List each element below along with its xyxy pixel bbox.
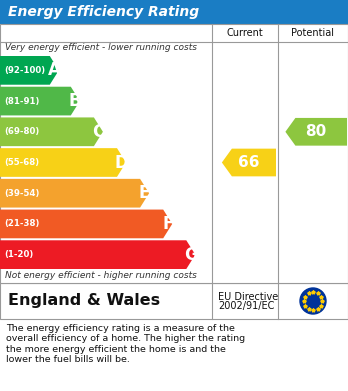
Bar — [0, 24, 348, 283]
Text: (69-80): (69-80) — [4, 127, 39, 136]
FancyArrow shape — [0, 117, 103, 146]
FancyArrow shape — [0, 179, 149, 208]
Text: (39-54): (39-54) — [4, 189, 39, 198]
Text: 80: 80 — [306, 124, 327, 139]
FancyArrow shape — [0, 240, 195, 269]
Text: B: B — [69, 92, 82, 110]
Text: (92-100): (92-100) — [4, 66, 45, 75]
Text: Very energy efficient - lower running costs: Very energy efficient - lower running co… — [5, 43, 197, 52]
Text: E: E — [139, 184, 150, 202]
Text: (21-38): (21-38) — [4, 219, 39, 228]
Text: C: C — [92, 123, 104, 141]
Text: (1-20): (1-20) — [4, 250, 33, 259]
Text: Potential: Potential — [292, 28, 334, 38]
Text: The energy efficiency rating is a measure of the
overall efficiency of a home. T: The energy efficiency rating is a measur… — [6, 324, 245, 364]
Text: Not energy efficient - higher running costs: Not energy efficient - higher running co… — [5, 271, 197, 280]
Bar — [0, 283, 348, 319]
Text: Energy Efficiency Rating: Energy Efficiency Rating — [8, 5, 199, 19]
Text: D: D — [114, 154, 128, 172]
FancyArrow shape — [0, 148, 126, 177]
Text: England & Wales: England & Wales — [8, 294, 160, 308]
Text: Current: Current — [227, 28, 263, 38]
Text: G: G — [184, 246, 198, 264]
Text: EU Directive: EU Directive — [218, 292, 278, 302]
Bar — [0, 0, 348, 24]
FancyArrow shape — [285, 118, 347, 145]
Text: F: F — [162, 215, 173, 233]
FancyArrow shape — [0, 210, 172, 238]
Text: 66: 66 — [238, 155, 260, 170]
Text: (55-68): (55-68) — [4, 158, 39, 167]
Text: A: A — [48, 61, 61, 79]
Text: 2002/91/EC: 2002/91/EC — [218, 301, 274, 311]
Text: (81-91): (81-91) — [4, 97, 39, 106]
FancyArrow shape — [222, 149, 276, 176]
Circle shape — [300, 288, 326, 314]
FancyArrow shape — [0, 87, 80, 115]
FancyArrow shape — [0, 56, 59, 85]
